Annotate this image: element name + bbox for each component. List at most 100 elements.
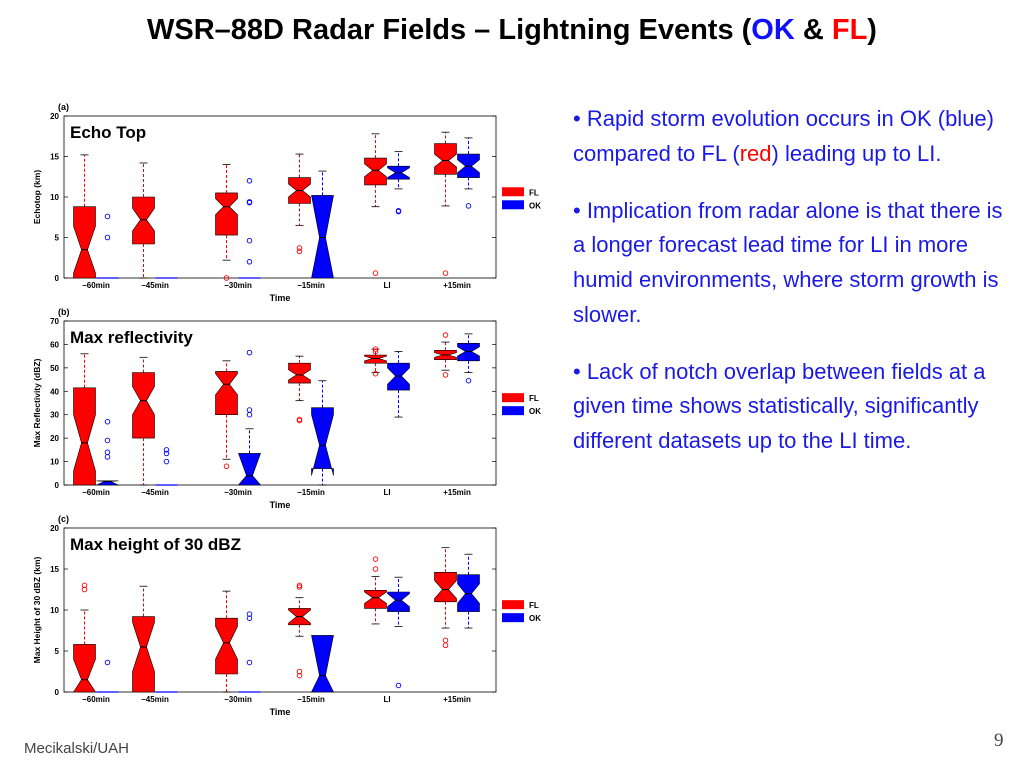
y-tick-label: 0 (55, 688, 60, 697)
y-tick-label: 20 (50, 434, 59, 443)
title-prefix: WSR–88D Radar Fields – Lightning Events … (147, 14, 752, 46)
outlier-point (296, 672, 303, 679)
legend-ok-label: OK (529, 407, 541, 416)
legend-ok-swatch (502, 406, 524, 416)
x-tick-label: −60min (82, 281, 110, 290)
outlier-point (104, 234, 111, 241)
bullet-1-pre: • Rapid storm evolution occurs in OK (bl… (573, 106, 994, 166)
outlier-point (296, 248, 303, 255)
y-axis-label: Max Reflectivity (dBZ) (32, 358, 42, 447)
y-axis-label: Max Height of 30 dBZ (km) (32, 556, 42, 663)
outlier-point (223, 463, 230, 470)
legend-fl-label: FL (529, 601, 539, 610)
outlier-point (223, 275, 230, 281)
outlier-point (442, 270, 449, 276)
fl-box (132, 616, 155, 693)
outlier-point (163, 447, 170, 453)
outlier-point (372, 566, 379, 572)
outlier-point (246, 349, 253, 356)
ok-box (387, 591, 410, 612)
y-tick-label: 5 (55, 647, 60, 656)
fl-box (72, 644, 97, 693)
chart-panel (63, 320, 524, 486)
bullet-list: • Rapid storm evolution occurs in OK (bl… (573, 102, 1003, 481)
outlier-point (104, 213, 111, 220)
fl-box (364, 589, 387, 609)
fl-box (434, 143, 457, 175)
legend-ok-swatch (502, 200, 524, 210)
x-axis-label: Time (270, 707, 291, 717)
outlier-point (442, 332, 449, 338)
legend-fl-swatch (502, 600, 524, 610)
outlier-point (163, 450, 170, 457)
x-tick-label: −30min (224, 488, 252, 497)
x-tick-label: +15min (443, 488, 471, 497)
outlier-point (81, 582, 88, 589)
bullet-notch-overlap: • Lack of notch overlap between fields a… (573, 358, 986, 454)
outlier-point (296, 668, 303, 675)
title-ok: OK (751, 14, 795, 46)
outlier-point (104, 659, 111, 666)
panel-annotation: Max reflectivity (70, 328, 193, 347)
title-suffix: ) (867, 14, 877, 46)
outlier-point (246, 611, 253, 617)
outlier-point (372, 348, 379, 355)
y-tick-label: 5 (55, 234, 60, 243)
x-tick-label: −45min (141, 281, 169, 290)
x-axis-label: Time (270, 500, 291, 510)
outlier-point (246, 259, 253, 265)
outlier-point (246, 615, 253, 621)
legend-ok-label: OK (529, 614, 541, 623)
outlier-point (296, 582, 303, 589)
y-tick-label: 60 (50, 340, 59, 349)
x-tick-label: +15min (443, 695, 471, 704)
legend-ok-swatch (502, 613, 524, 623)
outlier-point (246, 411, 253, 418)
x-tick-label: −15min (297, 488, 325, 497)
legend-fl-label: FL (529, 188, 539, 197)
outlier-point (246, 178, 253, 184)
legend-ok-label: OK (529, 201, 541, 210)
outlier-point (395, 682, 402, 689)
y-tick-label: 50 (50, 364, 59, 373)
y-tick-label: 30 (50, 411, 59, 420)
chart-panel (63, 527, 524, 693)
outlier-point (246, 199, 253, 206)
y-tick-label: 10 (50, 458, 59, 467)
y-tick-label: 10 (50, 193, 59, 202)
outlier-point (465, 377, 472, 384)
ok-box (387, 362, 410, 391)
fl-box (215, 371, 238, 416)
page-number: 9 (994, 730, 1004, 751)
x-axis-label: Time (270, 293, 291, 303)
y-tick-label: 70 (50, 317, 59, 326)
x-tick-label: LI (383, 281, 390, 290)
ok-box (311, 407, 334, 476)
plot-area (63, 320, 497, 486)
fl-box (132, 372, 155, 439)
fl-box (364, 157, 387, 186)
x-tick-label: −60min (82, 695, 110, 704)
x-tick-label: −15min (297, 281, 325, 290)
outlier-point (104, 454, 111, 460)
x-tick-label: +15min (443, 281, 471, 290)
x-tick-label: −60min (82, 488, 110, 497)
fl-box (132, 196, 155, 245)
outlier-point (372, 346, 379, 352)
chart-panel (63, 115, 524, 281)
outlier-point (104, 418, 111, 425)
outlier-point (81, 586, 88, 593)
y-tick-label: 20 (50, 112, 59, 121)
bullet-implication: • Implication from radar alone is that t… (573, 197, 1003, 327)
bullet-1-red: red (739, 140, 772, 166)
title-amp: & (794, 14, 832, 46)
footer-credit: Mecikalski/UAH (24, 740, 130, 757)
y-tick-label: 15 (50, 153, 59, 162)
slide-title: WSR–88D Radar Fields – Lightning Events … (0, 14, 1024, 47)
panel-label: (c) (58, 514, 69, 524)
outlier-point (296, 245, 303, 251)
panel-label: (b) (58, 307, 70, 317)
outlier-point (163, 458, 170, 465)
legend-fl-swatch (502, 187, 524, 197)
outlier-point (395, 208, 402, 215)
